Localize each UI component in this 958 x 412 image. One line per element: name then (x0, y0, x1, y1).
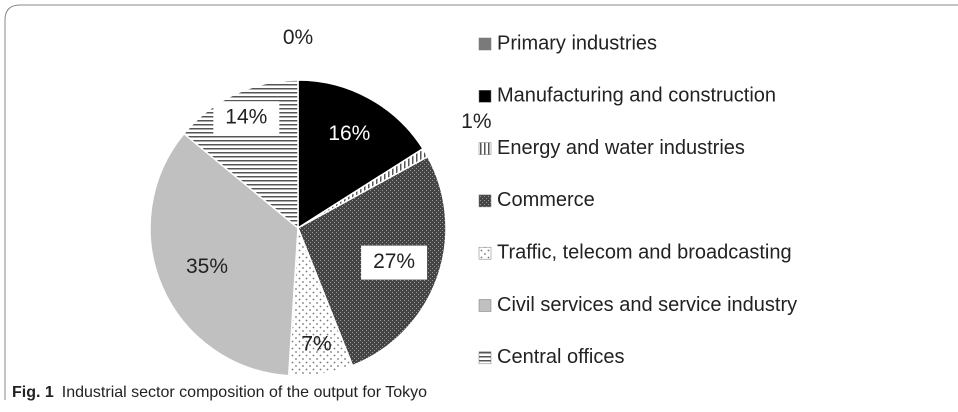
legend-swatch (478, 142, 492, 155)
frame (4, 4, 958, 400)
legend-swatch (478, 351, 492, 365)
legend-swatch (478, 246, 492, 260)
caption-label: Fig. 1 (12, 384, 54, 401)
legend-swatch (478, 194, 492, 208)
legend-swatch (478, 37, 492, 51)
slice-label: 0% (283, 26, 313, 49)
caption-text: Industrial sector composition of the out… (62, 384, 427, 401)
legend-label: Energy and water industries (497, 137, 745, 159)
pie-slice (149, 132, 299, 377)
legend-label: Traffic, telecom and broadcasting (497, 241, 792, 263)
slice-label: 14% (225, 106, 267, 129)
caption: Fig. 1 Industrial sector composition of t… (12, 384, 427, 401)
pie-slice (297, 79, 424, 230)
slice-label: 16% (328, 122, 370, 145)
legend-label: Manufacturing and construction (497, 85, 776, 107)
legend-label: Central offices (497, 346, 624, 368)
legend-label: Civil services and service industry (497, 294, 797, 316)
slice-label: 1% (461, 110, 491, 133)
legend-label: Primary industries (497, 32, 657, 54)
legend-swatch (478, 90, 492, 103)
legend-swatch (478, 299, 492, 312)
label-box (361, 245, 428, 280)
slice-label: 7% (301, 332, 331, 355)
slice-label: 27% (373, 250, 415, 273)
slice-label: 35% (186, 255, 228, 278)
legend-label: Commerce (497, 189, 595, 211)
label-box (213, 101, 280, 136)
